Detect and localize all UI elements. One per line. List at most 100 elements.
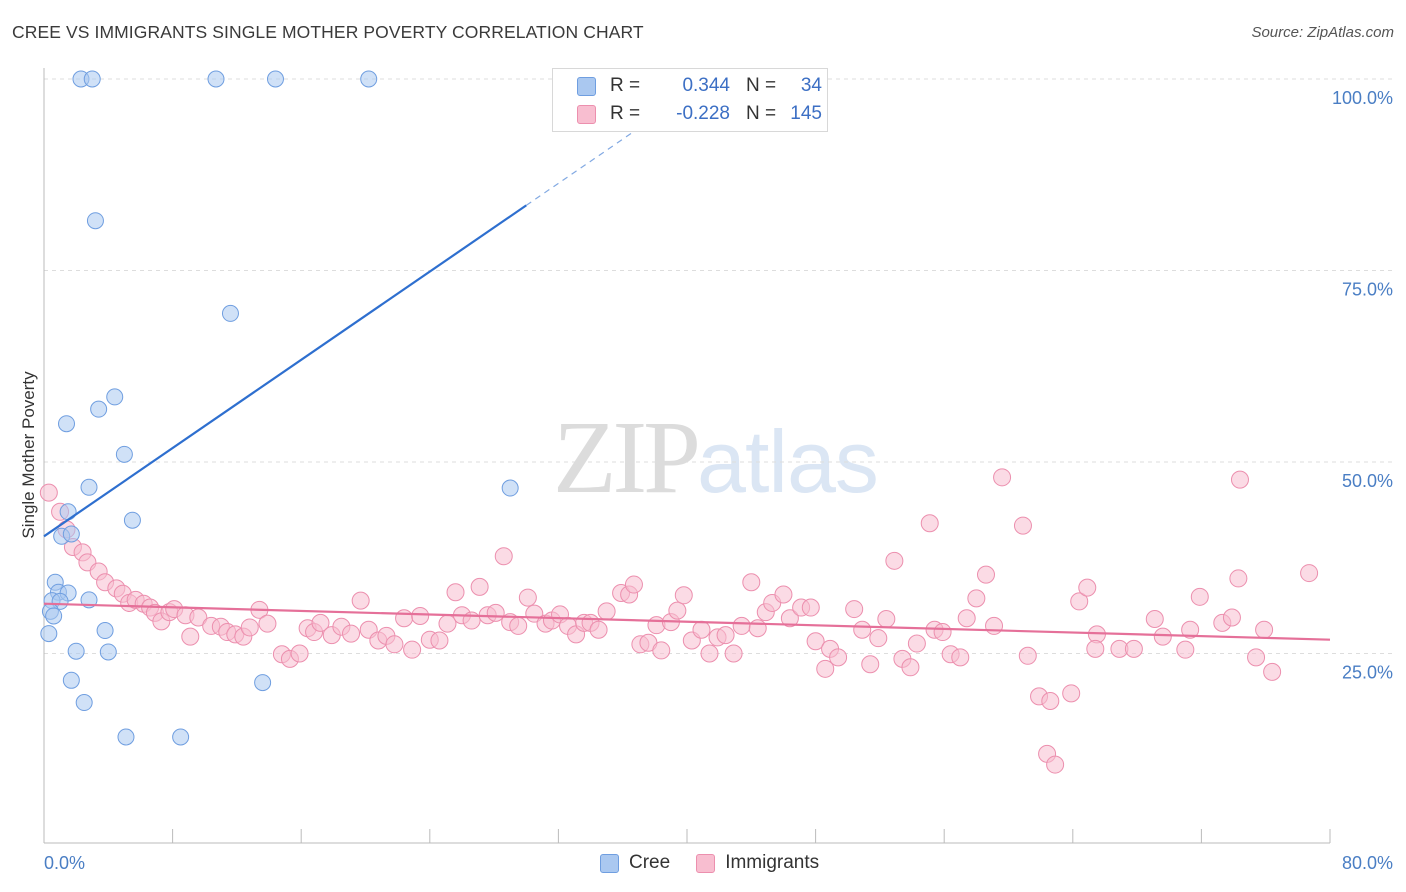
immigrants-point [951, 648, 970, 667]
cree-point [115, 445, 133, 463]
cree-point [75, 694, 93, 712]
immigrants-point [1255, 620, 1274, 639]
immigrants-point [1153, 627, 1172, 646]
immigrants-point [39, 483, 58, 502]
immigrants-point [920, 514, 939, 533]
immigrants-point [1190, 587, 1209, 606]
cree-point [106, 388, 124, 406]
immigrants-point [732, 616, 751, 635]
immigrants-point [869, 629, 888, 648]
cree-point [86, 212, 104, 230]
tick-labels: 25.0% 50.0% 75.0% 100.0% 0.0% 80.0% [44, 88, 1393, 873]
immigrants-point [933, 623, 952, 642]
y-tick-label: 100.0% [1332, 88, 1393, 108]
immigrants-point [1041, 691, 1060, 710]
series-legend: Cree Immigrants [600, 852, 845, 874]
immigrants-point [976, 565, 995, 584]
legend-label-immigrants: Immigrants [725, 852, 820, 873]
immigrants-point [985, 616, 1004, 635]
immigrants-point [816, 659, 835, 678]
immigrants-point [877, 610, 896, 629]
y-tick-label: 75.0% [1342, 280, 1393, 300]
immigrants-point [351, 591, 370, 610]
y-tick-label: 25.0% [1342, 663, 1393, 683]
cree-point [83, 70, 101, 88]
cree-point [266, 70, 284, 88]
gridlines [44, 78, 1392, 654]
legend-r-label: R = [610, 75, 641, 96]
immigrants-point [1078, 578, 1097, 597]
immigrants-point [716, 626, 735, 645]
immigrants-point [395, 609, 414, 628]
immigrants-point [1181, 620, 1200, 639]
cree-point [80, 478, 98, 496]
immigrants-point [1300, 564, 1319, 583]
immigrants-point [240, 618, 259, 637]
immigrants-point [780, 609, 799, 628]
immigrants-point [509, 616, 528, 635]
immigrants-point [885, 551, 904, 570]
cree-point [360, 70, 378, 88]
immigrants-point [385, 635, 404, 654]
legend-row-immigrants: R = -0.228 N = 145 [577, 101, 822, 127]
immigrants-point [829, 648, 848, 667]
watermark-zip: ZIP [553, 400, 701, 515]
legend-swatch-cree [577, 76, 596, 96]
cree-point [58, 415, 76, 433]
immigrants-point [518, 588, 537, 607]
cree-trend-line [43, 204, 527, 538]
cree-point [96, 622, 114, 640]
axes [43, 68, 1331, 844]
cree-points [40, 70, 519, 746]
immigrants-point [806, 632, 825, 651]
cree-point [62, 525, 80, 543]
immigrants-point [589, 620, 608, 639]
legend-n-label: N = [746, 75, 777, 96]
cree-point [221, 304, 239, 322]
y-tick-label: 50.0% [1342, 471, 1393, 491]
immigrants-point [411, 606, 430, 625]
immigrants-point [181, 627, 200, 646]
immigrants-point [907, 634, 926, 653]
immigrants-point [258, 614, 277, 633]
legend-swatch-immigrants [696, 853, 716, 873]
immigrants-point [652, 641, 671, 660]
immigrants-point [403, 640, 422, 659]
cree-point [172, 728, 190, 746]
legend-swatch-immigrants [577, 104, 596, 124]
immigrants-point [801, 598, 820, 617]
immigrants-point [1070, 592, 1089, 611]
legend-r-value: 0.344 [682, 75, 730, 96]
cree-point [117, 728, 135, 746]
immigrants-point [1230, 470, 1249, 489]
immigrants-point [967, 589, 986, 608]
immigrants-point [774, 585, 793, 604]
immigrants-point [724, 644, 743, 663]
cree-trend-extension [525, 122, 648, 206]
immigrants-point [1263, 662, 1282, 681]
y-axis-label: Single Mother Poverty [19, 371, 38, 539]
immigrants-point [668, 601, 687, 620]
immigrants-point [1086, 639, 1105, 658]
legend-item-cree[interactable]: Cree [600, 852, 670, 874]
cree-point [207, 70, 225, 88]
immigrants-point [1229, 569, 1248, 588]
immigrants-point [494, 547, 513, 566]
cree-point [90, 400, 108, 418]
legend-item-immigrants[interactable]: Immigrants [696, 852, 819, 874]
legend-r-label: R = [610, 103, 641, 124]
watermark: ZIPatlas [553, 398, 879, 517]
immigrants-point [674, 586, 693, 605]
immigrants-point [430, 631, 449, 650]
cree-point [62, 671, 80, 689]
cree-point [99, 643, 117, 661]
immigrants-point [1124, 639, 1143, 658]
immigrants-point [290, 644, 309, 663]
legend-r-value: -0.228 [676, 103, 730, 124]
immigrants-point [692, 620, 711, 639]
immigrants-point [1013, 516, 1032, 535]
immigrants-point [861, 655, 880, 674]
immigrants-point [901, 658, 920, 677]
immigrants-point [1046, 755, 1065, 774]
immigrants-points [39, 468, 1319, 774]
